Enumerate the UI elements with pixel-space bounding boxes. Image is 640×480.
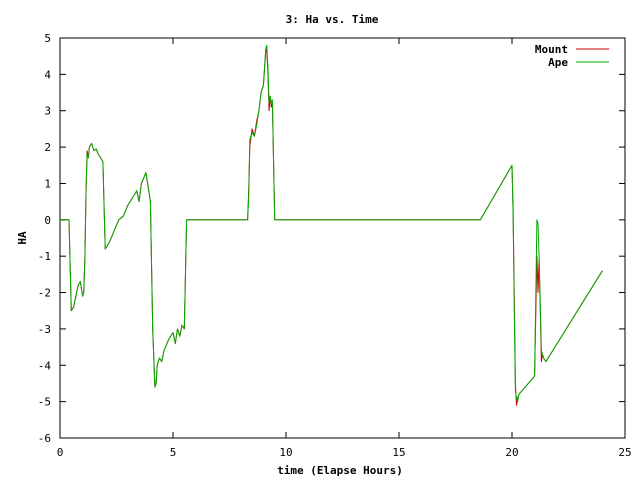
y-tick-label: 0 — [44, 214, 51, 227]
y-tick-label: 2 — [44, 141, 51, 154]
series-line-ape — [60, 44, 603, 403]
y-tick-label: 4 — [44, 68, 51, 81]
x-axis-label: time (Elapse Hours) — [277, 464, 403, 477]
y-tick-label: -1 — [38, 250, 51, 263]
y-tick-label: 5 — [44, 32, 51, 45]
y-tick-label: 1 — [44, 177, 51, 190]
x-tick-label: 5 — [170, 446, 177, 459]
y-tick-label: 3 — [44, 105, 51, 118]
y-tick-label: -4 — [38, 359, 52, 372]
series-line-mount — [60, 48, 603, 406]
y-tick-label: -2 — [38, 287, 51, 300]
chart-title: 3: Ha vs. Time — [286, 13, 379, 26]
legend-label-mount: Mount — [535, 43, 568, 56]
plot-frame — [59, 37, 626, 439]
x-tick-label: 25 — [618, 446, 631, 459]
y-tick-label: -5 — [38, 396, 51, 409]
y-tick-label: -6 — [38, 432, 51, 445]
y-tick-label: -3 — [38, 323, 51, 336]
legend-label-ape: Ape — [548, 56, 568, 69]
x-tick-label: 0 — [57, 446, 64, 459]
series-layer — [60, 44, 603, 406]
x-tick-label: 10 — [279, 446, 292, 459]
x-tick-label: 15 — [392, 446, 405, 459]
y-axis-label: HA — [16, 231, 29, 245]
x-tick-label: 20 — [505, 446, 518, 459]
